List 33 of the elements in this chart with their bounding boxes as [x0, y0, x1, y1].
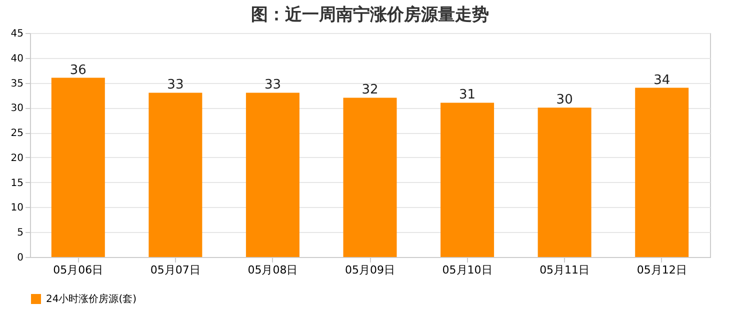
chart-title: 图：近一周南宁涨价房源量走势: [251, 5, 489, 25]
x-tick-label: 05月09日: [345, 264, 395, 276]
x-tick-label: 05月12日: [636, 264, 687, 276]
bar: [538, 108, 592, 257]
y-tick-label: 35: [10, 78, 24, 90]
data-label: 33: [167, 78, 184, 93]
data-label: 31: [459, 88, 476, 103]
bar: [440, 102, 494, 257]
y-tick-label: 10: [10, 202, 24, 214]
y-tick-label: 20: [10, 152, 24, 164]
data-label: 32: [362, 82, 378, 98]
x-tick-label: 05月11日: [540, 264, 590, 276]
y-tick-label: 45: [10, 28, 24, 40]
bar: [635, 88, 689, 257]
bar: [246, 92, 300, 257]
bar: [148, 92, 202, 257]
y-tick-label: 5: [17, 228, 24, 239]
y-tick-label: 25: [10, 128, 24, 140]
data-label: 34: [654, 72, 670, 88]
y-tick-label: 0: [17, 252, 24, 264]
y-tick-label: 40: [10, 53, 24, 64]
data-label: 36: [70, 62, 86, 78]
legend-label: 24小时涨价房源(套): [46, 293, 137, 305]
bar: [343, 98, 397, 257]
x-tick-label: 05月06日: [53, 264, 104, 276]
data-label: 30: [556, 92, 573, 108]
y-tick-label: 15: [10, 178, 24, 189]
x-tick-label: 05月08日: [248, 264, 298, 276]
data-label: 33: [264, 78, 281, 93]
bar: [51, 78, 105, 257]
y-tick-label: 30: [10, 103, 24, 114]
x-tick-label: 05月10日: [442, 264, 492, 276]
x-tick-label: 05月07日: [150, 264, 200, 276]
